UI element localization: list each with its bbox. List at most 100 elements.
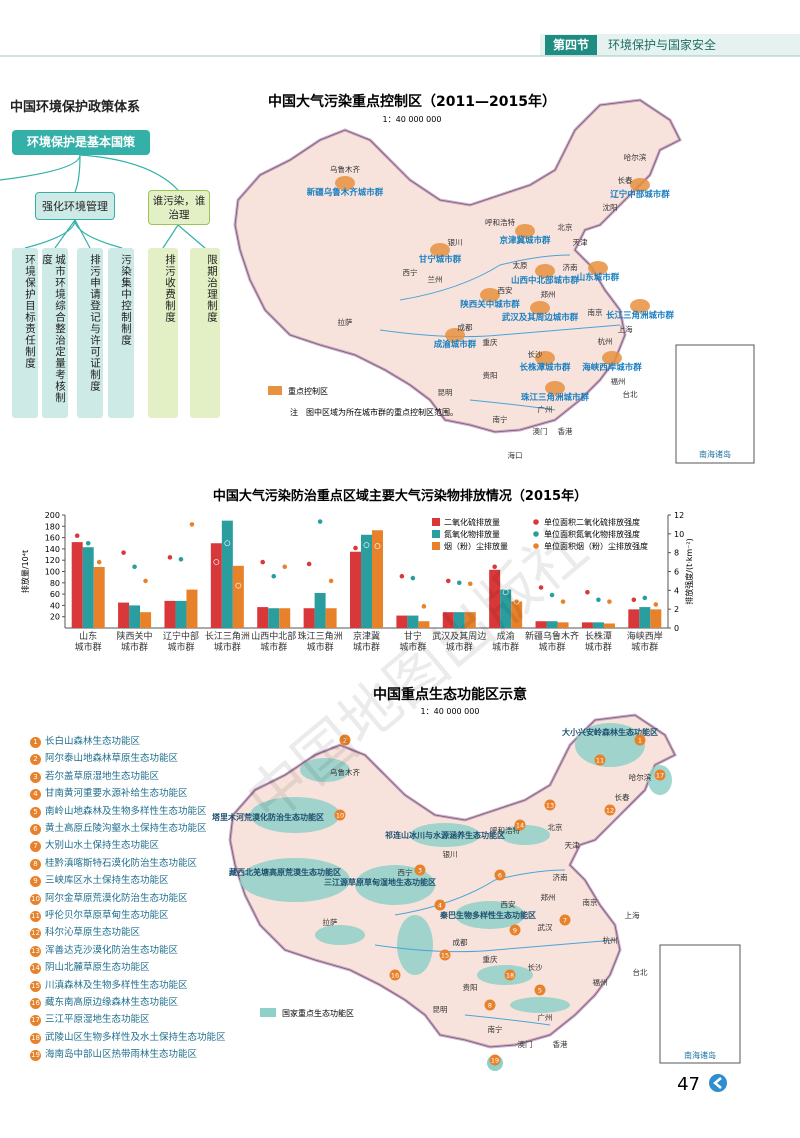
- bar: [186, 589, 198, 628]
- zone-marker-number: 10: [336, 812, 344, 820]
- city-group-label: 新疆乌鲁木齐城市群: [307, 187, 384, 198]
- y-tick-label: 40: [50, 601, 60, 610]
- map2-legend: 国家重点生态功能区: [282, 1008, 354, 1018]
- city-label: 杭州: [603, 935, 618, 945]
- control-zone: [602, 351, 622, 365]
- legend-swatch: [533, 543, 539, 549]
- city-label: 香港: [558, 426, 573, 436]
- bar: [303, 608, 315, 628]
- zone-marker: [414, 864, 426, 876]
- bar: [500, 589, 512, 628]
- point: [259, 559, 266, 565]
- city-label: 哈尔滨: [624, 152, 647, 162]
- zone-marker-number: 6: [498, 872, 502, 880]
- map1-note: 注 图中区域为所在城市群的重点控制区范围。: [290, 407, 458, 417]
- city-group-label: 成渝城市群: [434, 339, 477, 350]
- legend-swatch: [533, 531, 539, 537]
- bar: [257, 607, 269, 628]
- zone-marker: [494, 869, 506, 881]
- y2-tick-label: 0: [674, 624, 679, 633]
- control-zone: [480, 288, 500, 302]
- zone-marker: [439, 949, 451, 961]
- zone-marker-number: 2: [343, 737, 347, 745]
- item-name: 阿尔泰山地森林草原生态功能区: [45, 753, 179, 765]
- policy-title: 中国环境保护政策体系: [10, 100, 141, 115]
- list-item: 10 阿尔金草原荒漠化防治生态功能区: [30, 890, 188, 905]
- city-label: 呼和浩特: [485, 217, 515, 227]
- legend-swatch: [432, 542, 440, 550]
- map2-inset: [659, 944, 741, 1064]
- city-label: 海口: [508, 450, 523, 460]
- city-label: 西宁: [398, 867, 413, 877]
- item-name: 三峡库区水土保持生态功能区: [45, 875, 169, 887]
- bar: [279, 608, 291, 628]
- zone-marker-number: 19: [491, 1057, 499, 1065]
- item-name: 长白山森林生态功能区: [45, 736, 141, 747]
- point: [630, 596, 637, 603]
- bar: [581, 622, 593, 628]
- point: [652, 601, 659, 608]
- bar: [268, 608, 280, 628]
- bar: [129, 605, 141, 628]
- bar: [546, 621, 558, 628]
- item-name: 海南岛中部山区热带雨林生态功能区: [45, 1049, 198, 1061]
- item-name: 呼伦贝尔草原草甸生态功能区: [45, 910, 169, 921]
- city-group-label: 京津冀城市群: [499, 235, 551, 246]
- zone-marker-number: 9: [513, 927, 517, 935]
- legend-label: 单位面积二氧化硫排放强度: [544, 517, 640, 527]
- city-label: 兰州: [428, 274, 443, 284]
- zone-marker: [604, 804, 616, 816]
- map2-legend-swatch: [260, 1008, 276, 1017]
- bar: [82, 547, 94, 628]
- point: [189, 521, 195, 528]
- bar: [361, 534, 372, 628]
- city-label: 昆明: [438, 388, 453, 397]
- item-number: 13: [30, 945, 41, 957]
- legend-label: 单位面积烟（粉）尘排放强度: [544, 541, 648, 551]
- zone-marker: [514, 819, 526, 831]
- y2-tick-label: 12: [674, 511, 684, 520]
- page-number: 47: [677, 1074, 700, 1095]
- legend-swatch: [432, 530, 440, 538]
- city-group-label: 长株潭城市群: [519, 362, 571, 373]
- map1-inset-label: 南海诸岛: [699, 449, 731, 459]
- map1-inset: [675, 344, 755, 464]
- city-label: 济南: [563, 262, 578, 272]
- item-number: 1: [30, 737, 41, 748]
- item-number: 11: [30, 911, 41, 922]
- city-label: 北京: [548, 822, 563, 832]
- city-label: 福州: [611, 377, 626, 386]
- item-number: 16: [30, 998, 41, 1009]
- list-item: 1 长白山森林生态功能区: [30, 733, 140, 748]
- city-label: 重庆: [483, 337, 498, 347]
- zone-marker-number: 16: [391, 972, 399, 980]
- x-tick-label: 山东 城市群: [74, 632, 102, 653]
- zone-marker: [509, 924, 521, 936]
- bar: [407, 615, 419, 628]
- list-item: 17 三江平原湿地生态功能区: [30, 1011, 150, 1027]
- control-zone: [335, 176, 355, 190]
- zone-marker: [634, 734, 646, 746]
- city-label: 南宁: [493, 414, 508, 424]
- item-name: 武陵山区生物多样性及水土保持生态功能区: [45, 1031, 226, 1043]
- control-zone: [515, 224, 535, 238]
- x-tick-label: 珠江三角洲 城市群: [297, 632, 343, 653]
- point: [374, 543, 381, 549]
- zone-marker-number: 7: [563, 917, 567, 925]
- zone-marker-number: 11: [596, 757, 604, 765]
- city-label: 北京: [558, 222, 573, 232]
- bar: [164, 600, 176, 628]
- y-tick-label: 120: [45, 556, 60, 565]
- point: [270, 573, 277, 580]
- point: [595, 596, 602, 603]
- city-label: 杭州: [598, 336, 613, 346]
- list-item: 18 武陵山区生物多样性及水土保持生态功能区: [30, 1029, 226, 1044]
- zone-marker-number: 14: [516, 822, 524, 830]
- point: [502, 589, 509, 596]
- y-tick-label: 160: [45, 534, 60, 543]
- city-label: 乌鲁木齐: [330, 164, 360, 174]
- zone-marker: [654, 769, 666, 781]
- item-number: 15: [30, 980, 41, 992]
